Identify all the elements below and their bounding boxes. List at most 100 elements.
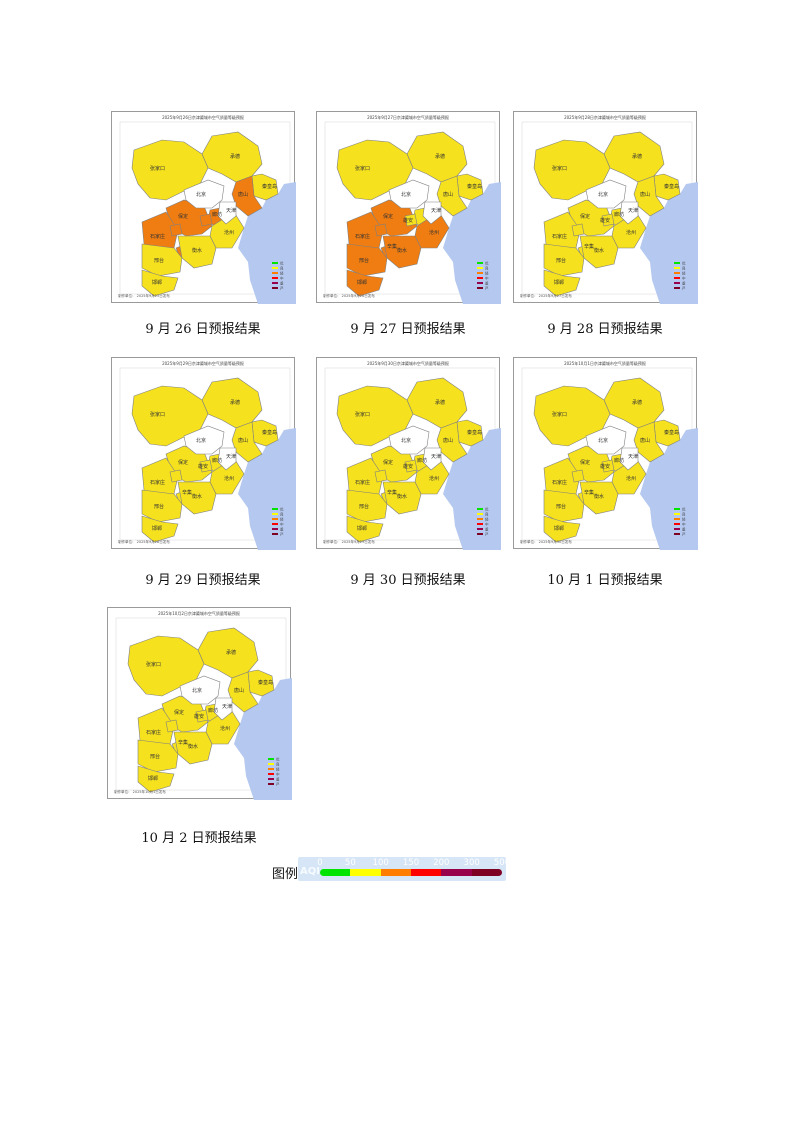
region-xiongan	[404, 459, 418, 473]
bohai-sea	[640, 428, 698, 550]
city-label: 秦皇岛	[664, 429, 679, 436]
city-label: 沧州	[429, 475, 439, 482]
city-label: 天津	[628, 207, 638, 214]
map-legend-label: 良	[280, 266, 284, 271]
region-xingtai	[346, 489, 388, 523]
city-label: 张家口	[150, 165, 165, 172]
region-tianjin	[217, 201, 237, 225]
city-label: 石家庄	[552, 479, 567, 486]
forecast-map-panel: 2025年9月28日京津冀城市空气质量等级预报 张家口 承德 北京 天津 唐山 秦皇岛 保定…	[513, 111, 698, 304]
city-label: 承德	[435, 399, 445, 406]
city-label: 秦皇岛	[467, 183, 482, 190]
city-label: 秦皇岛	[258, 679, 273, 686]
city-label: 辛集	[584, 243, 594, 250]
city-label: 廊坊	[212, 211, 222, 218]
forecast-caption: 10 月 1 日预报结果	[547, 573, 663, 588]
map-legend-swatch	[477, 277, 483, 279]
region-handan	[141, 269, 179, 297]
region-xiongan	[199, 459, 213, 473]
region-tangshan	[231, 175, 263, 217]
map-legend-swatch	[477, 287, 483, 289]
map-legend-label: 良	[280, 512, 284, 517]
region-beijing	[585, 425, 627, 455]
map-footer: 制作单位： 2025年10月1日发布	[114, 790, 166, 794]
city-label: 邯郸	[152, 525, 162, 532]
forecast-map-panel: 2025年9月27日京津冀城市空气质量等级预报 张家口 承德 北京 天津 唐山 秦皇岛 保定…	[316, 111, 501, 304]
map-legend-label: 优	[280, 507, 284, 512]
region-tianjin	[217, 447, 237, 471]
city-label: 承德	[632, 399, 642, 406]
city-label: 北京	[401, 437, 411, 444]
map-legend-swatch	[272, 513, 278, 515]
region-beijing	[585, 179, 627, 209]
city-label: 邯郸	[148, 775, 158, 782]
city-label: 沧州	[224, 475, 234, 482]
city-label: 邢台	[154, 257, 164, 264]
city-label: 沧州	[626, 229, 636, 236]
region-tangshan	[633, 175, 665, 217]
map-legend-label: 优	[682, 507, 686, 512]
city-label: 唐山	[238, 191, 248, 198]
city-label: 唐山	[443, 191, 453, 198]
map-legend-label: 优	[485, 507, 489, 512]
city-label: 石家庄	[355, 479, 370, 486]
map-legend-label: 轻	[280, 271, 284, 276]
city-label: 邢台	[359, 503, 369, 510]
map-legend-label: 重	[280, 527, 284, 532]
forecast-map-panel: 2025年9月26日京津冀城市空气质量等级预报 张家口 承德 北京 天津 唐山 秦皇岛 保定…	[111, 111, 296, 304]
region-dingzhou	[169, 469, 183, 483]
map-legend-label: 良	[485, 266, 489, 271]
region-tangshan	[231, 421, 263, 463]
city-label: 廊坊	[208, 707, 218, 714]
city-label: 天津	[222, 703, 232, 710]
region-handan	[346, 515, 384, 543]
city-label: 邢台	[154, 503, 164, 510]
aqi-ticks: 0 50 100 150 200 300 500	[317, 858, 510, 868]
region-dingzhou	[571, 223, 585, 237]
map-legend-swatch	[268, 783, 274, 785]
map-legend-swatch	[477, 528, 483, 530]
map-legend-swatch	[268, 763, 274, 765]
region-dingzhou	[374, 223, 388, 237]
aqi-tick-label: 500	[493, 858, 511, 868]
map-legend-swatch	[477, 518, 483, 520]
bohai-sea	[443, 428, 501, 550]
region-xiongan	[404, 213, 418, 227]
map-legend-label: 中	[276, 772, 280, 777]
legend-label: 图例	[272, 867, 299, 882]
city-label: 保定	[383, 459, 393, 466]
map-legend-swatch	[268, 773, 274, 775]
city-label: 沧州	[626, 475, 636, 482]
region-tangshan	[436, 175, 468, 217]
map-legend-label: 轻	[682, 271, 686, 276]
city-label: 石家庄	[146, 729, 161, 736]
aqi-tick-label: 200	[433, 858, 450, 868]
region-xingtai	[346, 243, 388, 277]
region-xiongan	[199, 213, 213, 227]
map-legend-swatch	[272, 262, 278, 264]
city-label: 承德	[230, 153, 240, 160]
region-beijing	[388, 179, 430, 209]
city-label: 承德	[226, 649, 236, 656]
aqi-segment	[471, 869, 502, 876]
city-label: 石家庄	[150, 233, 165, 240]
city-label: 衡水	[192, 247, 202, 254]
region-handan	[346, 269, 384, 297]
map-legend-label: 优	[485, 261, 489, 266]
map-legend-label: 轻	[485, 517, 489, 522]
city-label: 北京	[192, 687, 202, 694]
map-footer: 制作单位： 2025年9月30日发布	[520, 540, 572, 544]
region-xingtai	[543, 243, 585, 277]
map-legend-label: 严	[682, 533, 686, 537]
forecast-caption: 9 月 28 日预报结果	[547, 322, 663, 337]
aqi-color-bar: AQI 0 50 100 150 200 300 500	[298, 857, 510, 881]
city-label: 辛集	[182, 489, 192, 496]
city-label: 雄安	[194, 713, 204, 720]
map-legend-label: 重	[276, 777, 280, 782]
map-footer: 制作单位： 2025年9月26日发布	[323, 294, 375, 298]
city-label: 衡水	[397, 493, 407, 500]
city-label: 秦皇岛	[467, 429, 482, 436]
